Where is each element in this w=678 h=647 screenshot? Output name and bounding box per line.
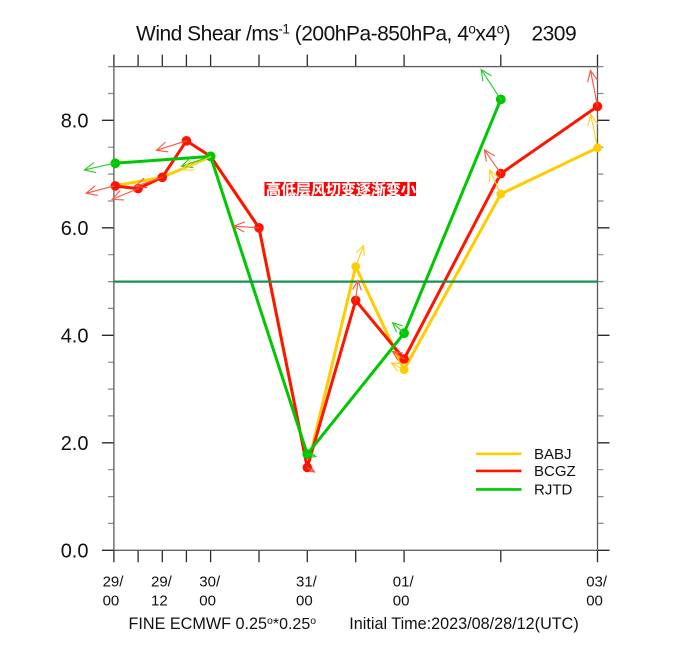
svg-text:31/: 31/ [296,574,318,591]
svg-text:BABJ: BABJ [534,446,572,463]
svg-text:8.0: 8.0 [61,111,89,133]
svg-text:30/: 30/ [199,574,221,591]
svg-text:FINE ECMWF 0.25o*0.25o: FINE ECMWF 0.25o*0.25o [129,615,317,633]
svg-text:12: 12 [151,593,168,610]
svg-text:4.0: 4.0 [61,326,89,348]
svg-text:00: 00 [103,593,120,610]
svg-text:00: 00 [296,593,313,610]
svg-text:BCGZ: BCGZ [534,463,576,480]
svg-text:Wind Shear /ms-1 (200hPa-850hP: Wind Shear /ms-1 (200hPa-850hPa, 4ox4o) … [136,22,576,46]
svg-text:RJTD: RJTD [534,482,572,499]
svg-text:29/: 29/ [103,574,125,591]
svg-text:6.0: 6.0 [61,218,89,240]
svg-text:01/: 01/ [393,574,415,591]
svg-text:00: 00 [199,593,216,610]
svg-text:03/: 03/ [586,574,608,591]
svg-text:Initial Time:2023/08/28/12(UTC: Initial Time:2023/08/28/12(UTC) [349,615,578,633]
svg-text:00: 00 [393,593,410,610]
svg-text:0.0: 0.0 [61,541,89,563]
svg-text:2.0: 2.0 [61,433,89,455]
svg-text:00: 00 [586,593,603,610]
svg-text:29/: 29/ [151,574,173,591]
